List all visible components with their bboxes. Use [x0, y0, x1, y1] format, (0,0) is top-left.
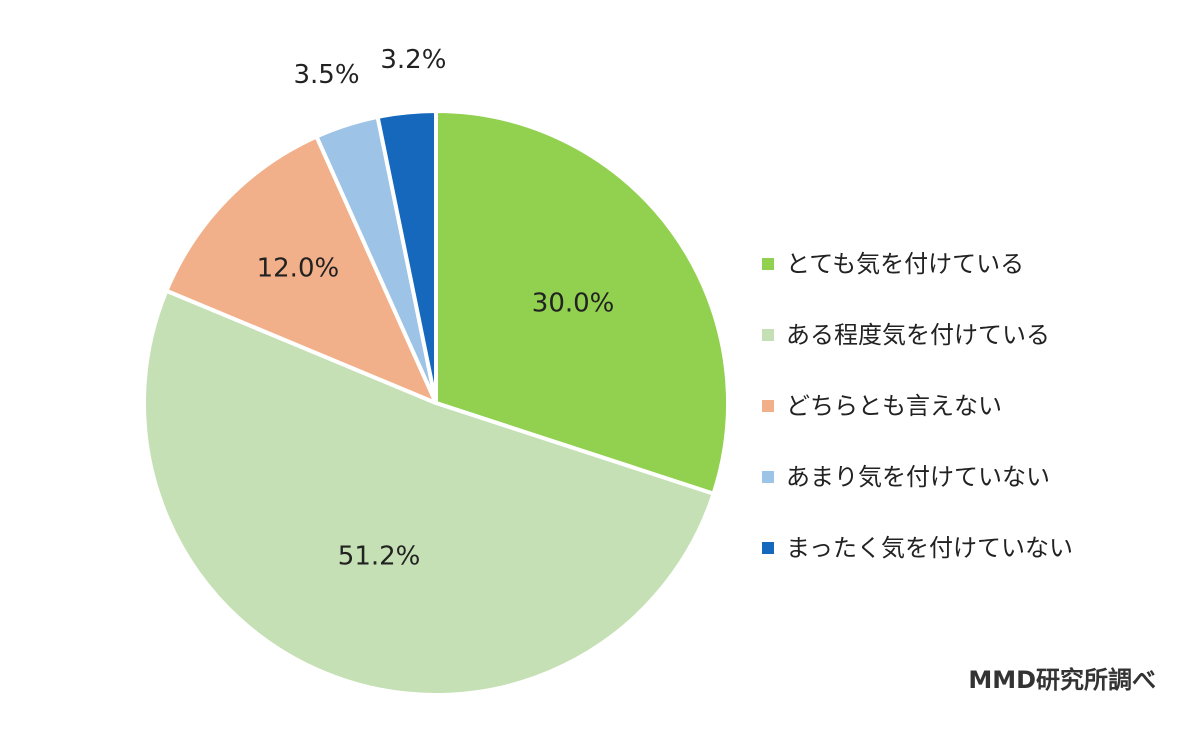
- legend-swatch: [762, 257, 774, 270]
- source-note: MMD研究所調べ: [968, 666, 1156, 694]
- legend-label: まったく気を付けていない: [786, 533, 1074, 562]
- legend-item: あまり気を付けていない: [762, 441, 1162, 512]
- legend-label: あまり気を付けていない: [786, 462, 1050, 491]
- legend-label: ある程度気を付けている: [786, 320, 1050, 349]
- slice-value-label: 30.0%: [532, 289, 615, 319]
- slice-value-label: 3.5%: [293, 60, 359, 90]
- legend-label: どちらとも言えない: [786, 391, 1002, 420]
- legend-label: とても気を付けている: [786, 249, 1025, 278]
- pie-data-labels: 30.0% 51.2% 12.0% 3.5% 3.2%: [257, 45, 615, 571]
- pie-slice: [164, 134, 438, 405]
- legend-swatch: [762, 541, 774, 554]
- legend-item: まったく気を付けていない: [762, 512, 1162, 583]
- pie-slices: [142, 109, 730, 698]
- legend-swatch: [762, 328, 774, 341]
- legend: とても気を付けている ある程度気を付けている どちらとも言えない あまり気を付け…: [762, 228, 1162, 583]
- legend-item: どちらとも言えない: [762, 370, 1162, 441]
- legend-swatch: [762, 470, 774, 483]
- legend-item: とても気を付けている: [762, 228, 1162, 299]
- slice-value-label: 51.2%: [338, 541, 421, 571]
- legend-item: ある程度気を付けている: [762, 299, 1162, 370]
- pie-slice: [142, 288, 716, 698]
- pie-slice: [375, 109, 438, 405]
- pie-slice: [434, 109, 730, 496]
- slice-value-label: 12.0%: [257, 254, 340, 284]
- legend-swatch: [762, 399, 774, 412]
- slice-value-label: 3.2%: [380, 45, 446, 75]
